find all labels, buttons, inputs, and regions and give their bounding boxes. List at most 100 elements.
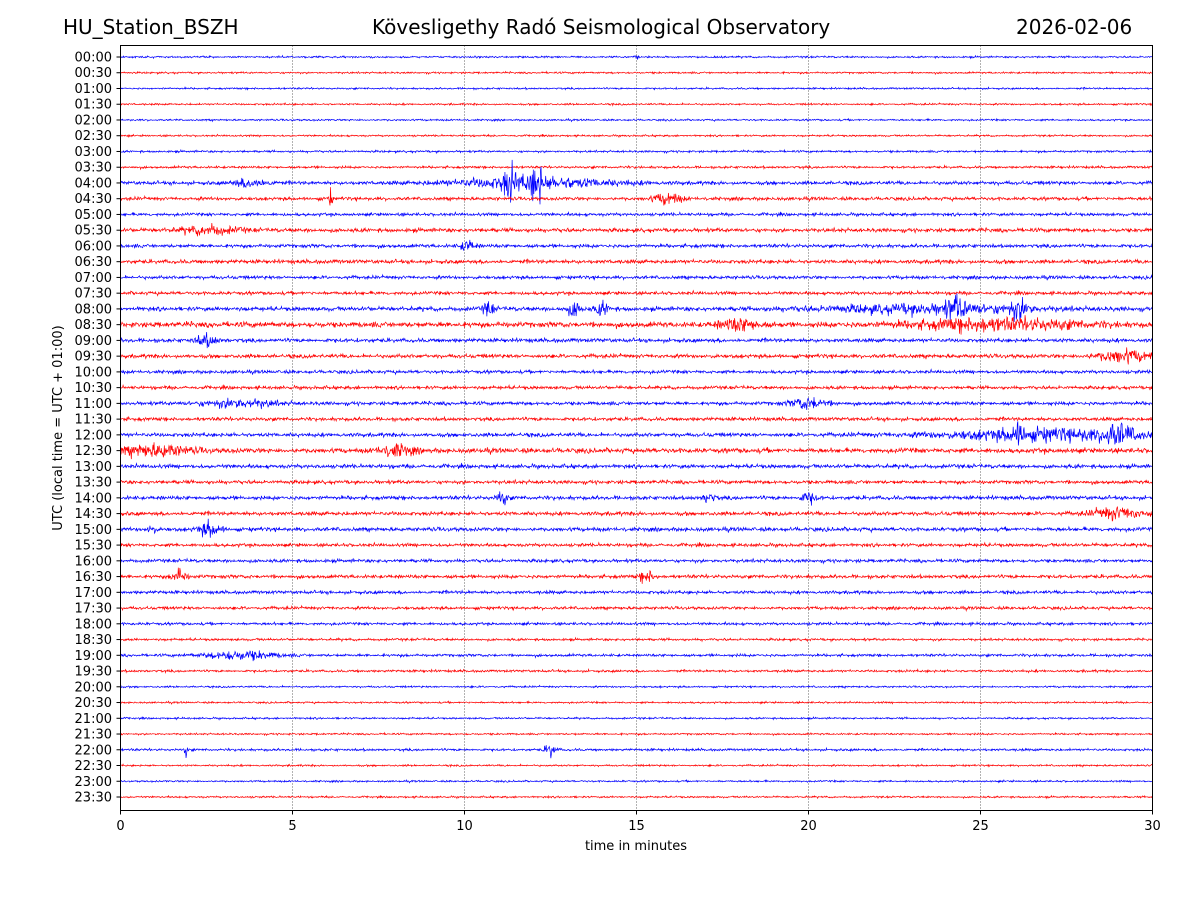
trace-0230: [120, 133, 1153, 139]
y-tick-label: 04:00: [75, 176, 112, 191]
x-tick-label: 25: [972, 819, 989, 834]
y-tick-label: 06:00: [75, 239, 112, 254]
y-tick-label: 10:30: [75, 381, 112, 396]
trace-0530: [120, 222, 1153, 237]
x-tick-label: 20: [800, 819, 817, 834]
trace-0800: [120, 293, 1153, 322]
y-tick-label: 18:00: [75, 617, 112, 632]
y-tick-label: 10:00: [75, 365, 112, 380]
station-name: HU_Station_BSZH: [63, 15, 239, 39]
y-tick-label: 21:00: [75, 712, 112, 727]
trace-0500: [120, 211, 1153, 218]
y-tick-label: 20:00: [75, 680, 112, 695]
y-tick-label: 12:00: [75, 428, 112, 443]
trace-1000: [120, 368, 1153, 376]
y-tick-label: 13:30: [75, 476, 112, 491]
x-tick-label: 10: [456, 819, 473, 834]
y-tick-label: 18:30: [75, 633, 112, 648]
y-tick-label: 01:00: [75, 82, 112, 97]
y-tick-label: 07:00: [75, 271, 112, 286]
trace-0430: [120, 187, 1153, 206]
trace-0600: [120, 239, 1153, 251]
x-axis-ticks: 0 5 10 15 20 25 30: [116, 810, 1161, 834]
y-tick-label: 00:00: [75, 51, 112, 66]
trace-1330: [120, 478, 1153, 486]
y-tick-label: 21:30: [75, 728, 112, 743]
trace-0130: [120, 101, 1153, 107]
x-tick-label: 30: [1144, 819, 1161, 834]
trace-1830: [120, 636, 1153, 643]
y-tick-label: 03:30: [75, 161, 112, 176]
y-tick-label: 23:30: [75, 791, 112, 806]
y-tick-label: 23:00: [75, 775, 112, 790]
seismic-traces: [120, 54, 1153, 800]
y-tick-label: 05:30: [75, 224, 112, 239]
y-tick-label: 20:30: [75, 696, 112, 711]
chart-title: Kövesligethy Radó Seismological Observat…: [372, 15, 831, 39]
trace-2100: [120, 716, 1153, 721]
x-tick-label: 5: [288, 819, 296, 834]
y-tick-label: 11:30: [75, 413, 112, 428]
y-tick-label: 19:30: [75, 665, 112, 680]
trace-1430: [120, 506, 1153, 522]
y-tick-label: 11:00: [75, 397, 112, 412]
trace-1200: [120, 421, 1153, 446]
trace-2030: [120, 700, 1153, 705]
trace-2200: [120, 745, 1153, 759]
y-tick-label: 14:00: [75, 491, 112, 506]
trace-1030: [120, 383, 1153, 391]
chart-date: 2026-02-06: [1016, 15, 1133, 39]
trace-0300: [120, 148, 1153, 155]
trace-1730: [120, 604, 1153, 612]
trace-1600: [120, 557, 1153, 565]
trace-0100: [120, 86, 1153, 91]
trace-2330: [120, 794, 1153, 800]
trace-0200: [120, 117, 1153, 123]
trace-0000: [120, 54, 1153, 60]
y-tick-label: 00:30: [75, 66, 112, 81]
trace-2230: [120, 763, 1153, 768]
y-tick-label: 22:00: [75, 743, 112, 758]
trace-0330: [120, 164, 1153, 171]
trace-1300: [120, 462, 1153, 470]
y-tick-label: 03:00: [75, 145, 112, 160]
trace-0400: [120, 159, 1153, 205]
y-tick-label: 15:30: [75, 539, 112, 554]
trace-1900: [120, 650, 1153, 662]
trace-0830: [120, 315, 1153, 335]
trace-1500: [120, 518, 1153, 538]
y-tick-label: 05:00: [75, 208, 112, 223]
trace-1530: [120, 541, 1153, 549]
y-tick-label: 06:30: [75, 255, 112, 270]
grid-lines: [292, 45, 981, 811]
y-tick-label: 02:00: [75, 113, 112, 128]
y-tick-label: 09:30: [75, 350, 112, 365]
y-tick-label: 04:30: [75, 192, 112, 207]
x-tick-label: 0: [116, 819, 124, 834]
y-tick-label: 08:00: [75, 302, 112, 317]
y-tick-label: 09:00: [75, 334, 112, 349]
y-tick-label: 02:30: [75, 129, 112, 144]
trace-0900: [120, 331, 1153, 349]
x-axis-label: time in minutes: [585, 839, 687, 854]
trace-0930: [120, 347, 1153, 365]
y-tick-label: 13:00: [75, 460, 112, 475]
y-tick-label: 17:30: [75, 602, 112, 617]
y-tick-label: 22:30: [75, 759, 112, 774]
trace-1130: [120, 415, 1153, 423]
y-tick-label: 01:30: [75, 98, 112, 113]
trace-2000: [120, 684, 1153, 690]
trace-0630: [120, 258, 1153, 266]
trace-1100: [120, 397, 1153, 411]
y-tick-label: 17:00: [75, 586, 112, 601]
y-tick-label: 14:30: [75, 507, 112, 522]
trace-1800: [120, 620, 1153, 628]
y-tick-label: 08:30: [75, 318, 112, 333]
trace-2130: [120, 731, 1153, 737]
y-tick-label: 07:30: [75, 287, 112, 302]
y-tick-label: 12:30: [75, 444, 112, 459]
y-tick-label: 19:00: [75, 649, 112, 664]
y-axis-label: UTC (local time = UTC + 01:00): [51, 325, 66, 530]
y-axis-ticks: 00:0000:3001:0001:3002:0002:3003:0003:30…: [75, 51, 121, 806]
